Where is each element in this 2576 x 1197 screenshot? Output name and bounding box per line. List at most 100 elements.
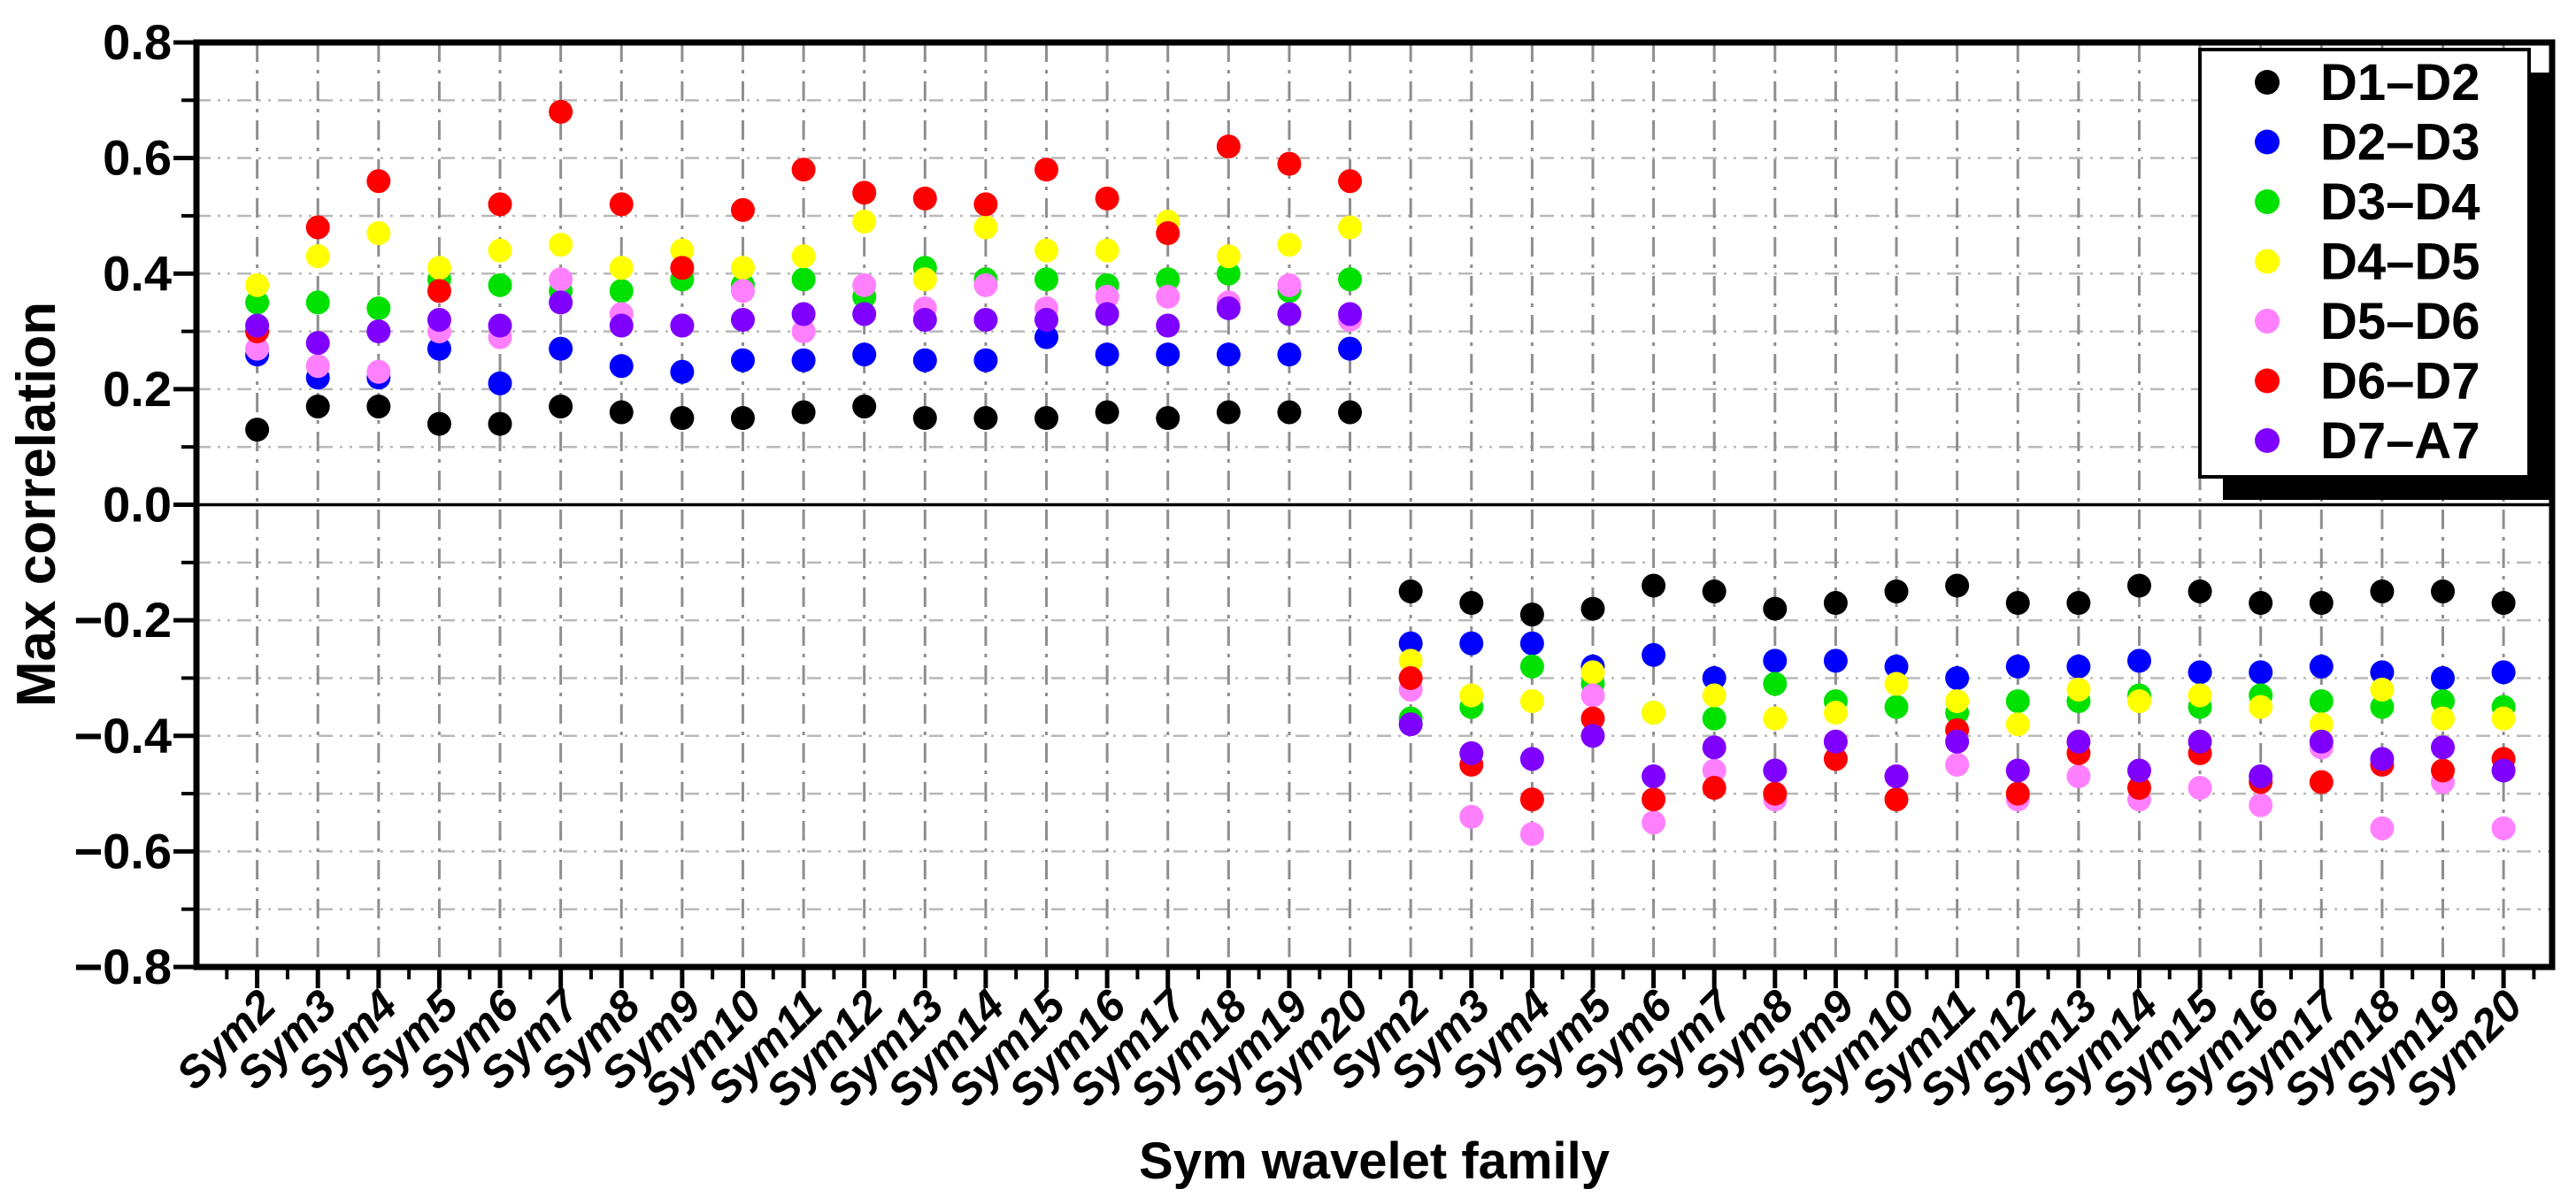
series-D3-D4 [245,256,2516,731]
data-point [791,348,816,372]
data-point [1338,215,1363,240]
data-point [305,331,330,356]
data-point [1642,573,1666,598]
y-tick-label: −0.6 [73,823,172,879]
data-point [1216,244,1241,269]
data-point [791,319,816,344]
data-point [305,215,330,240]
data-point [1702,665,1726,690]
data-point [1702,579,1726,603]
data-point [1338,169,1363,194]
data-point [549,99,573,124]
data-point [1580,724,1605,748]
data-point [366,221,391,246]
legend-marker-icon [2255,368,2280,394]
data-point [912,186,937,211]
data-point [549,394,573,418]
data-point [1095,238,1119,263]
data-point [1277,400,1302,425]
data-point [1763,596,1788,621]
data-point [549,267,573,292]
data-point [1519,602,1544,627]
data-point [791,400,816,425]
data-point [973,348,998,372]
data-point [1945,573,1970,598]
legend-item-label: D6–D7 [2320,353,2480,411]
data-point [1156,221,1180,246]
y-axis-title: Max correlation [6,302,67,707]
data-point [912,308,937,332]
data-point [1702,776,1726,801]
x-tick-labels: Sym2Sym3Sym4Sym5Sym6Sym7Sym8Sym9Sym10Sym… [166,979,2532,1116]
data-point [609,192,634,217]
data-point [1459,591,1484,616]
data-point [1763,648,1788,673]
data-point [2066,654,2091,679]
horizontal-gridlines [196,99,2552,910]
data-point [609,354,634,379]
data-point [1823,747,1848,771]
data-point [2370,579,2395,603]
data-point [791,157,816,182]
legend-marker-icon [2255,309,2280,334]
data-point [1459,683,1484,708]
data-point [1338,302,1363,326]
data-point [1034,238,1059,263]
data-point [2066,678,2091,702]
legend-marker-icon [2255,70,2280,95]
data-point [366,319,391,344]
data-point [2370,660,2395,685]
data-point [1034,267,1059,292]
data-point [2249,660,2273,685]
data-point [1277,233,1302,257]
data-point [1519,654,1544,679]
data-point [1034,325,1059,349]
data-point [1580,706,1605,731]
series-D1-D2 [245,394,2516,627]
data-point [1580,596,1605,621]
legend-item-label: D2–D3 [2320,114,2480,172]
data-point [609,313,634,338]
data-point [912,406,937,431]
data-point [1823,701,1848,725]
data-point [1580,660,1605,685]
data-point [2431,706,2456,731]
y-tick-label: 0.4 [103,245,172,301]
data-point [2188,683,2212,708]
data-point [1702,758,1726,783]
data-point [1156,284,1180,309]
data-point [730,197,755,222]
y-tick-label: 0.0 [103,477,172,533]
data-point [1216,261,1241,286]
legend-item-label: D5–D6 [2320,293,2480,350]
data-point [2188,776,2212,801]
legend-item-label: D3–D4 [2320,173,2480,231]
data-point [2431,689,2456,714]
data-point [549,336,573,361]
data-point [1398,648,1423,673]
data-point [427,308,451,332]
data-point [2309,591,2334,616]
data-point [1580,683,1605,708]
data-point [609,400,634,425]
series-D6-D7 [245,99,2516,812]
plot-layers: 0.8 0.6 0.4 0.2 0.0 −0.2 −0.4 −0.6 −0.8Sym2Sym3S… [73,14,2556,1116]
data-point [1216,295,1241,320]
series-D2-D3 [245,325,2516,690]
data-point [488,313,512,338]
data-point [852,180,877,205]
legend-item-d6-d7: D6–D7 [2255,353,2480,411]
data-point [2126,758,2151,783]
data-point [2309,654,2334,679]
data-point [1156,342,1180,367]
data-point [730,308,755,332]
data-point [730,279,755,303]
data-point [1763,781,1788,806]
data-point [791,302,816,326]
data-point [366,169,391,194]
data-point [305,394,330,418]
data-point [1519,787,1544,812]
